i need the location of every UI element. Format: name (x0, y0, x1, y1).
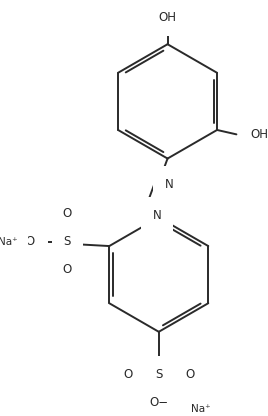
Text: Na⁺: Na⁺ (0, 237, 18, 247)
Text: O: O (123, 367, 133, 381)
Text: N: N (165, 178, 174, 191)
Text: O: O (62, 263, 72, 276)
Text: O−: O− (149, 396, 168, 409)
Text: OH: OH (251, 128, 268, 141)
Text: Na⁺: Na⁺ (191, 404, 211, 414)
Text: OH: OH (159, 11, 177, 25)
Text: O: O (185, 367, 194, 381)
Text: O: O (62, 207, 72, 220)
Text: S: S (155, 367, 162, 381)
Text: N: N (153, 209, 161, 222)
Text: S: S (63, 235, 71, 248)
Text: −O: −O (17, 235, 36, 248)
